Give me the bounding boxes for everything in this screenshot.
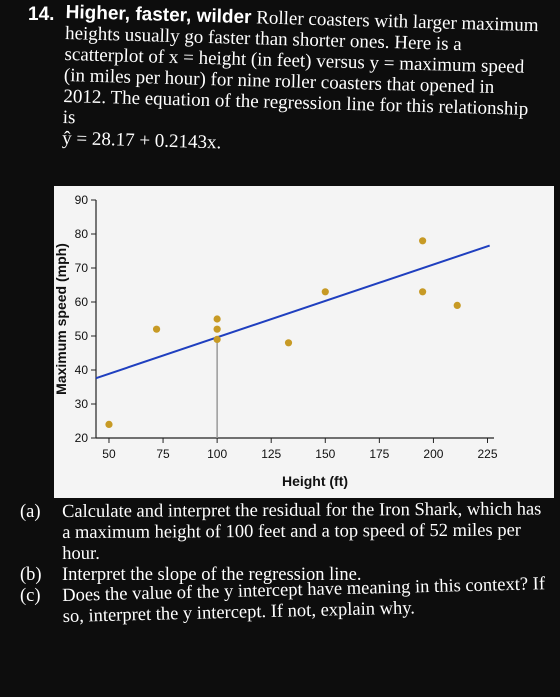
x-tick-label: 175 [369, 447, 389, 461]
data-point [284, 339, 293, 347]
data-point [213, 315, 221, 323]
data-point [453, 301, 461, 309]
y-tick-label: 50 [75, 329, 89, 343]
data-point [321, 288, 329, 296]
y-axis-label: Maximum speed (mph) [54, 243, 69, 395]
questions-list: (a) Calculate and interpret the residual… [20, 499, 550, 628]
data-point [105, 420, 113, 428]
y-tick-label: 90 [75, 193, 89, 207]
data-point [419, 237, 427, 245]
y-tick-label: 30 [75, 397, 89, 411]
question-c: (c) Does the value of the y intercept ha… [20, 574, 550, 628]
regression-equation: ŷ = 28.17 + 0.2143x. [61, 127, 222, 154]
question-b-label: (b) [20, 565, 42, 585]
y-tick-label: 20 [75, 431, 89, 445]
data-point [152, 325, 161, 333]
x-tick-label: 100 [207, 447, 227, 461]
question-a-label: (a) [20, 502, 41, 522]
x-tick-label: 50 [102, 447, 116, 461]
regression-line [95, 244, 490, 380]
data-point [213, 325, 221, 333]
data-point [419, 288, 427, 296]
question-b-text: Interpret the slope of the regression li… [62, 565, 362, 585]
x-tick-label: 75 [156, 447, 170, 461]
problem-number: 14. [28, 4, 55, 25]
problem-body: Roller coasters with larger maximum heig… [62, 7, 539, 129]
scatterplot: 20 30 40 50 60 70 80 90 50 75 100 125 150 175 200 225 He… [54, 193, 498, 489]
question-c-label: (c) [20, 586, 41, 606]
x-axis-label: Height (ft) [282, 473, 348, 489]
question-b: (b) Interpret the slope of the regressio… [20, 565, 550, 586]
x-tick-label: 225 [477, 447, 497, 461]
x-tick-label: 125 [261, 447, 281, 461]
question-a-text: Calculate and interpret the residual for… [62, 499, 542, 564]
y-tick-label: 60 [75, 295, 89, 309]
x-tick-label: 200 [423, 447, 443, 461]
y-tick-label: 40 [75, 363, 89, 377]
problem-text: Higher, faster, wilder Roller coasters w… [62, 2, 544, 162]
y-tick-label: 80 [75, 227, 89, 241]
scatterplot-panel: 20 30 40 50 60 70 80 90 50 75 100 125 150 175 200 225 He… [54, 186, 554, 498]
x-tick-label: 150 [315, 447, 335, 461]
data-point [213, 335, 221, 343]
question-a: (a) Calculate and interpret the residual… [20, 499, 550, 565]
y-tick-label: 70 [75, 261, 89, 275]
